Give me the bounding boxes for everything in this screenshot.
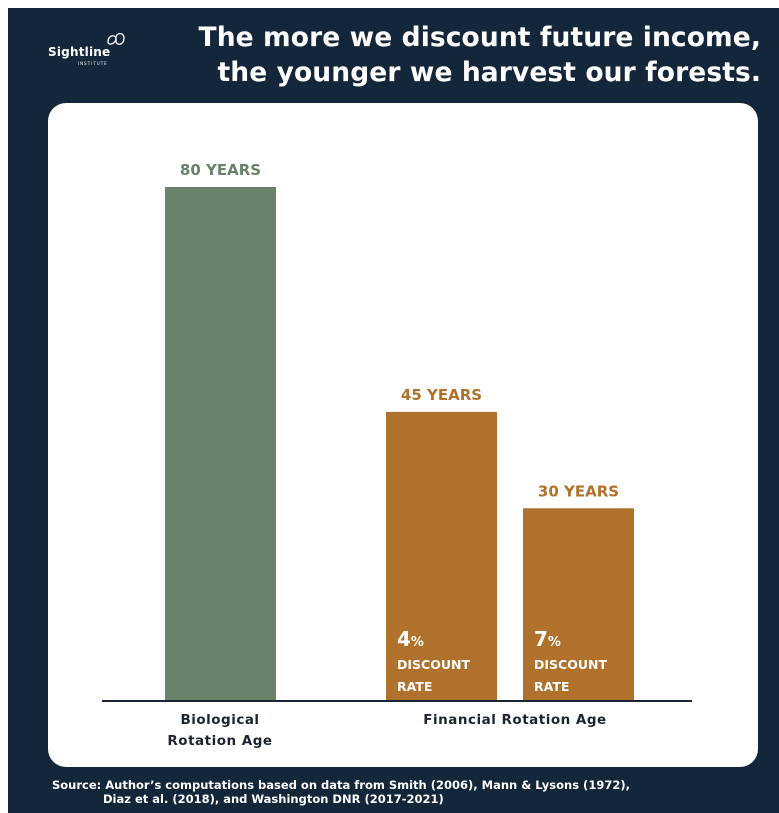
source-line-1: Source: Author’s computations based on d… [52,778,630,792]
category-label-financial: Financial Rotation Age [380,710,650,731]
value-label-2: 45 YEARS [401,386,482,404]
value-label-1: 80 YEARS [180,161,261,179]
discount-text-2: DISCOUNT [397,657,470,672]
discount-rate-percent-3: % [548,635,561,650]
discount-text-3: DISCOUNT [534,657,607,672]
value-label-3: 30 YEARS [538,482,619,500]
category-label-biological-line-2: Rotation Age [150,731,290,752]
bar-1 [165,187,276,701]
category-label-financial-line-1: Financial Rotation Age [380,710,650,731]
category-label-biological: Biological Rotation Age [150,710,290,752]
discount-rate-value-2: 4 [397,627,411,651]
rate-text-2: RATE [397,679,432,694]
discount-rate-percent-2: % [411,635,424,650]
rate-text-3: RATE [534,679,569,694]
source-line-2: Diaz et al. (2018), and Washington DNR (… [52,792,630,806]
discount-rate-value-3: 7 [534,627,548,651]
category-label-biological-line-1: Biological [150,710,290,731]
source-note: Source: Author’s computations based on d… [52,778,630,806]
bar-3 [523,508,634,701]
